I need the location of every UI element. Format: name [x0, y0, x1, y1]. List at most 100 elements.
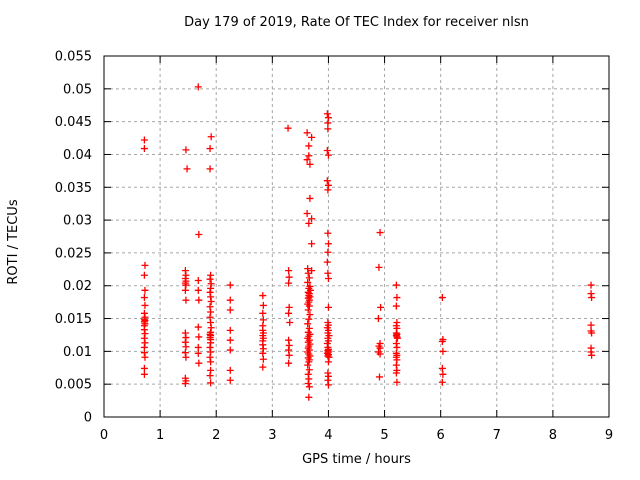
data-point-marker	[303, 156, 311, 164]
data-point-marker	[182, 296, 190, 304]
data-point-marker	[375, 263, 383, 271]
data-point-marker	[587, 281, 595, 289]
data-point-marker	[285, 303, 293, 311]
data-point-marker	[226, 376, 234, 384]
data-point-marker	[207, 133, 215, 141]
x-tick-label: 7	[493, 428, 501, 443]
data-point-marker	[206, 145, 214, 153]
data-point-marker	[377, 303, 385, 311]
x-tick-label: 6	[437, 428, 445, 443]
data-point-marker	[588, 294, 596, 302]
data-point-marker	[226, 336, 234, 344]
data-point-marker	[305, 324, 313, 332]
data-point-marker	[324, 303, 332, 311]
data-point-marker	[393, 334, 401, 342]
data-point-marker	[392, 369, 400, 377]
data-point-marker	[226, 346, 234, 354]
data-point-marker	[194, 276, 202, 284]
data-point-marker	[259, 349, 267, 357]
data-point-marker	[376, 373, 384, 381]
data-point-marker	[306, 311, 314, 319]
data-point-marker	[438, 378, 446, 386]
data-point-marker	[194, 286, 202, 294]
data-point-marker	[285, 273, 293, 281]
data-point-marker	[308, 240, 316, 248]
data-point-marker	[226, 296, 234, 304]
y-tick-label: 0	[84, 411, 92, 426]
y-tick-label: 0.015	[55, 312, 92, 327]
x-tick-label: 2	[212, 428, 220, 443]
data-point-marker	[303, 129, 311, 137]
data-point-marker	[392, 302, 400, 310]
data-point-marker	[194, 343, 202, 351]
data-point-marker	[324, 275, 332, 283]
data-point-marker	[588, 351, 596, 359]
data-point-marker	[206, 165, 214, 173]
y-tick-label: 0.04	[63, 148, 92, 163]
data-point-marker	[207, 297, 215, 305]
data-point-marker	[259, 355, 267, 363]
data-point-marker	[286, 318, 294, 326]
data-point-marker	[305, 366, 313, 374]
data-point-marker	[182, 146, 190, 154]
data-point-marker	[392, 281, 400, 289]
data-point-marker	[140, 294, 148, 302]
x-axis-label: GPS time / hours	[302, 452, 411, 467]
data-point-marker	[393, 378, 401, 386]
data-point-marker	[305, 315, 313, 323]
data-point-marker	[305, 152, 313, 160]
y-tick-label: 0.05	[63, 82, 92, 97]
data-point-marker	[285, 351, 293, 359]
y-tick-label: 0.03	[63, 214, 92, 229]
data-point-marker	[324, 186, 332, 194]
data-point-marker	[438, 364, 446, 372]
data-point-marker	[324, 248, 332, 256]
data-point-marker	[305, 302, 313, 310]
y-tick-label: 0.035	[55, 181, 92, 196]
chart-title: Day 179 of 2019, Rate Of TEC Index for r…	[184, 15, 529, 30]
data-point-marker	[393, 343, 401, 351]
data-point-marker	[374, 315, 382, 323]
data-point-marker	[259, 309, 267, 317]
data-point-marker	[304, 278, 312, 286]
x-tick-label: 4	[324, 428, 332, 443]
data-point-marker	[323, 258, 331, 266]
data-point-marker	[181, 380, 189, 388]
data-point-marker	[304, 320, 312, 328]
y-tick-label: 0.005	[55, 378, 92, 393]
data-point-marker	[304, 306, 312, 314]
data-point-marker	[140, 136, 148, 144]
data-point-marker	[226, 281, 234, 289]
data-point-marker	[376, 350, 384, 358]
data-point-marker	[324, 358, 332, 366]
data-point-marker	[259, 301, 267, 309]
data-point-marker	[376, 229, 384, 237]
data-point-marker	[206, 372, 214, 380]
data-point-marker	[140, 145, 148, 153]
data-point-marker	[141, 286, 149, 294]
data-point-marker	[140, 370, 148, 378]
data-point-marker	[306, 160, 314, 168]
data-point-marker	[308, 215, 316, 223]
data-point-marker	[588, 329, 596, 337]
data-point-marker	[259, 292, 267, 300]
data-point-marker	[195, 359, 203, 367]
data-point-marker	[308, 133, 316, 141]
x-tick-label: 1	[156, 428, 164, 443]
data-point-marker	[438, 338, 446, 346]
data-point-marker	[393, 294, 401, 302]
data-point-marker	[324, 381, 332, 389]
data-point-marker	[226, 366, 234, 374]
data-point-marker	[305, 393, 313, 401]
x-tick-label: 8	[549, 428, 557, 443]
data-point-marker	[182, 353, 190, 361]
data-point-marker	[285, 359, 293, 367]
y-tick-label: 0.055	[55, 50, 92, 65]
data-point-marker	[306, 194, 314, 202]
data-point-marker	[324, 125, 332, 133]
data-point-marker	[305, 142, 313, 150]
data-point-marker	[226, 306, 234, 314]
data-point-marker	[303, 210, 311, 218]
